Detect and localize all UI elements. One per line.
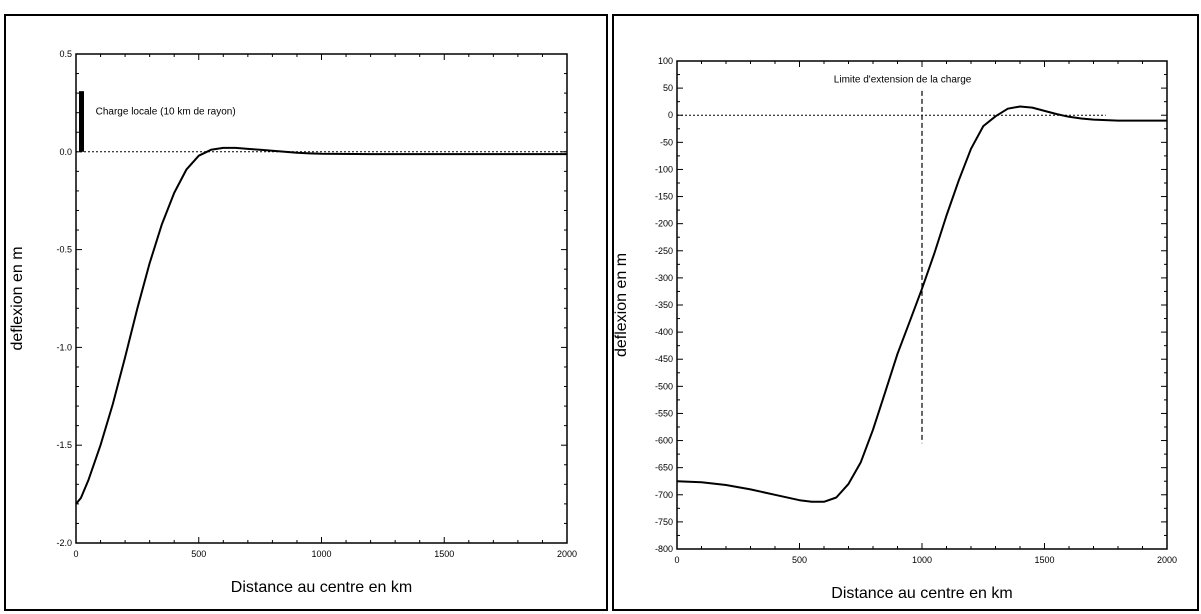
right-y-tick-label: -150 [655, 192, 673, 202]
left-y-tick-label: -2.0 [56, 538, 72, 548]
right-x-axis-label: Distance au centre en km [831, 585, 1012, 602]
right-x-tick-label: 500 [792, 555, 807, 565]
left-y-tick-label: -0.5 [56, 245, 72, 255]
right-y-tick-label: -50 [660, 137, 673, 147]
left-y-tick-label: -1.5 [56, 440, 72, 450]
right-y-tick-label: -600 [655, 436, 673, 446]
left-panel-frame [4, 14, 608, 611]
right-y-tick-label: -350 [655, 300, 673, 310]
right-y-tick-label: 100 [658, 56, 673, 66]
left-annotation: Charge locale (10 km de rayon) [96, 107, 236, 118]
left-y-tick-label: 0.5 [59, 49, 72, 59]
right-y-tick-label: -450 [655, 354, 673, 364]
left-y-axis-label: deflexion en m [9, 246, 26, 350]
right-x-tick-label: 2000 [1157, 555, 1177, 565]
right-y-axis-label: deflexion en m [613, 253, 630, 357]
right-y-tick-label: -500 [655, 381, 673, 391]
left-x-axis-label: Distance au centre en km [231, 579, 412, 596]
right-y-tick-label: -550 [655, 408, 673, 418]
right-annotation: Limite d'extension de la charge [834, 75, 972, 86]
right-x-tick-label: 0 [674, 555, 679, 565]
right-y-tick-label: -250 [655, 246, 673, 256]
right-y-tick-label: -750 [655, 517, 673, 527]
left-x-tick-label: 500 [191, 549, 206, 559]
right-y-tick-label: -300 [655, 273, 673, 283]
right-y-tick-label: 50 [663, 83, 673, 93]
left-x-tick-label: 2000 [557, 549, 577, 559]
right-y-tick-label: -700 [655, 490, 673, 500]
right-x-tick-label: 1000 [912, 555, 932, 565]
left-y-tick-label: 0.0 [59, 147, 72, 157]
left-deflection-curve [75, 146, 567, 505]
right-y-tick-label: -200 [655, 219, 673, 229]
right-deflection-curve [676, 105, 1167, 503]
left-x-tick-label: 1500 [434, 549, 454, 559]
left-load-bar [79, 91, 84, 152]
right-y-tick-label: -800 [655, 544, 673, 554]
left-y-tick-label: -1.0 [56, 342, 72, 352]
right-x-tick-label: 1500 [1034, 555, 1054, 565]
right-y-tick-label: -650 [655, 463, 673, 473]
right-y-tick-label: -400 [655, 327, 673, 337]
left-x-tick-label: 0 [73, 549, 78, 559]
right-y-tick-label: -100 [655, 164, 673, 174]
right-panel-frame [612, 14, 1199, 611]
right-y-tick-label: 0 [668, 110, 673, 120]
left-x-tick-label: 1000 [311, 549, 331, 559]
